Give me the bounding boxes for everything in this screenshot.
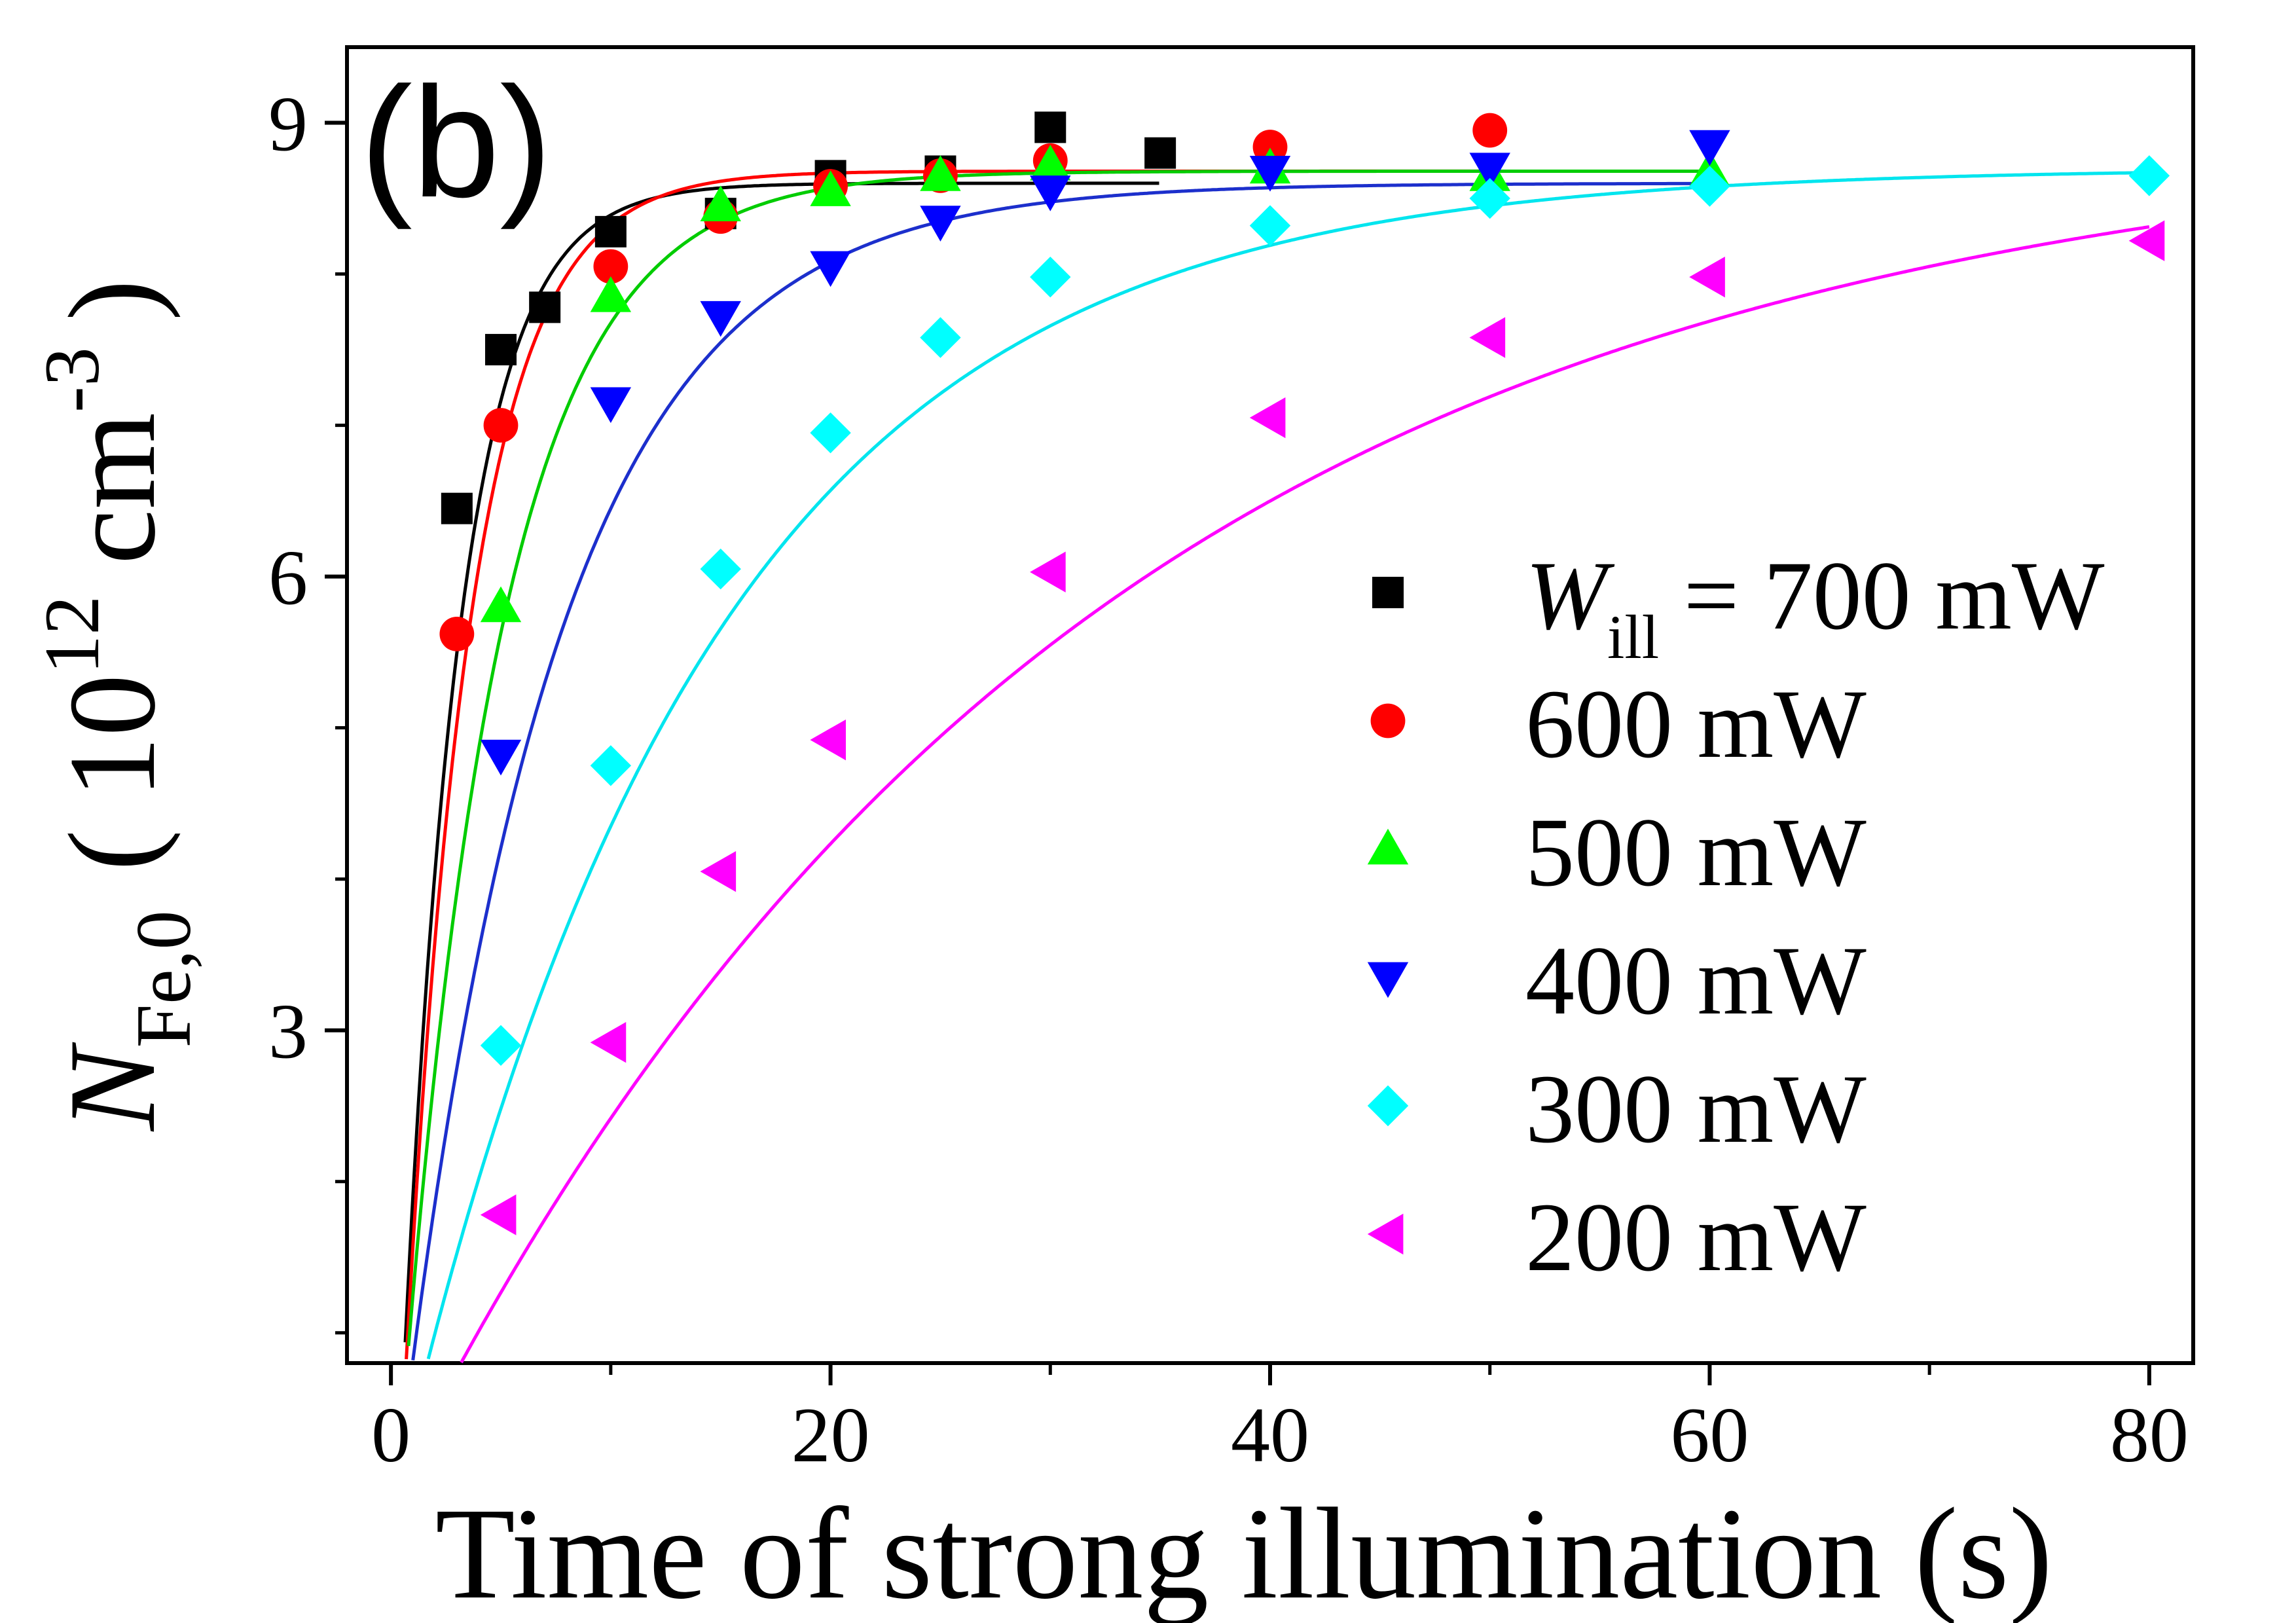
y-tick-label: 3 — [268, 988, 308, 1075]
data-point-700-mw — [1034, 111, 1066, 143]
legend-marker-400-mw — [1367, 962, 1409, 998]
legend-marker-600-mw — [1370, 703, 1406, 739]
x-tick-label: 20 — [792, 1391, 870, 1478]
data-point-200-mw — [480, 1194, 517, 1235]
data-point-400-mw — [1249, 156, 1291, 192]
data-point-400-mw — [480, 739, 522, 776]
legend-marker-200-mw — [1367, 1213, 1404, 1255]
data-point-200-mw — [1689, 256, 1725, 298]
legend-label: 300 mW — [1525, 1055, 1867, 1163]
data-point-200-mw — [2128, 220, 2165, 261]
y-label-unit-open: ( 10 — [44, 674, 181, 871]
y-label-exponent: 12 — [28, 596, 115, 674]
y-axis-label: NFe,0 ( 1012 cm-3) — [28, 280, 207, 1132]
x-tick-label: 0 — [371, 1391, 410, 1478]
data-point-400-mw — [700, 301, 741, 337]
data-point-500-mw — [920, 155, 961, 191]
legend-marker-700-mw — [1372, 577, 1404, 608]
data-point-300-mw — [810, 412, 851, 454]
x-axis: 0 20 40 60 80 — [371, 1363, 2189, 1478]
x-tick-label: 40 — [1231, 1391, 1309, 1478]
data-point-600-mw — [1252, 130, 1288, 164]
data-point-500-mw — [700, 185, 741, 221]
fit-curves — [403, 169, 2150, 1364]
data-point-200-mw — [810, 719, 846, 761]
fit-curve-300-mw — [426, 171, 2149, 1360]
data-point-300-mw — [1030, 256, 1071, 298]
x-axis-label: Time of strong illumination (s) — [435, 1482, 2052, 1623]
x-tick-label: 80 — [2110, 1391, 2189, 1478]
data-point-400-mw — [1030, 175, 1071, 211]
legend-label: 400 mW — [1525, 926, 1867, 1035]
data-point-300-mw — [700, 548, 741, 590]
legend-marker-500-mw — [1367, 828, 1409, 865]
y-label-exponent-2: -3 — [28, 347, 115, 412]
data-point-200-mw — [700, 850, 737, 892]
data-point-300-mw — [1469, 177, 1510, 219]
data-point-300-mw — [1689, 166, 1730, 207]
legend-marker-300-mw — [1367, 1085, 1409, 1127]
data-point-600-mw — [483, 408, 519, 443]
data-point-700-mw — [441, 492, 473, 524]
svg-text:NFe,0( 1012 cm-3): NFe,0 ( 1012 cm-3) — [28, 280, 207, 1132]
y-label-unit-close: ) — [44, 280, 181, 321]
y-label-unit-cm: cm — [44, 412, 181, 596]
data-point-700-mw — [594, 215, 627, 247]
data-point-300-mw — [920, 317, 961, 358]
y-tick-label: 9 — [268, 81, 308, 168]
data-point-500-mw — [810, 170, 851, 206]
fit-curve-200-mw — [460, 225, 2150, 1364]
data-point-500-mw — [1030, 145, 1071, 181]
data-point-200-mw — [1249, 397, 1286, 439]
fit-curve-700-mw — [403, 181, 1159, 1343]
data-point-200-mw — [1469, 317, 1506, 358]
y-axis: 3 6 9 — [268, 81, 347, 1335]
data-point-700-mw — [485, 334, 517, 366]
data-point-200-mw — [590, 1022, 627, 1063]
legend-label: Will = 700 mW — [1525, 541, 2105, 672]
data-point-500-mw — [590, 276, 632, 312]
panel-label: (b) — [360, 54, 552, 230]
data-point-400-mw — [810, 251, 851, 287]
data-point-400-mw — [590, 387, 632, 424]
data-point-600-mw — [1472, 113, 1508, 148]
x-tick-label: 60 — [1670, 1391, 1749, 1478]
legend-label: 500 mW — [1525, 798, 1867, 907]
legend-label: 200 mW — [1525, 1183, 1867, 1292]
data-point-600-mw — [593, 249, 629, 284]
legend-label: 600 mW — [1525, 670, 1867, 778]
y-label-subscript: Fe,0 — [120, 910, 207, 1048]
y-label-symbol: N — [44, 1042, 181, 1132]
data-point-400-mw — [1469, 153, 1510, 189]
data-point-300-mw — [480, 1025, 522, 1067]
data-point-700-mw — [529, 291, 561, 323]
data-point-400-mw — [920, 206, 961, 242]
data-point-300-mw — [2128, 155, 2170, 196]
data-point-500-mw — [480, 586, 522, 623]
data-point-300-mw — [590, 745, 632, 786]
data-points — [439, 111, 2170, 1235]
data-point-300-mw — [1249, 205, 1291, 246]
y-tick-label: 6 — [268, 534, 308, 621]
data-point-600-mw — [439, 617, 475, 651]
data-point-200-mw — [1030, 551, 1066, 593]
data-point-700-mw — [1144, 137, 1176, 169]
data-point-400-mw — [1689, 130, 1730, 166]
